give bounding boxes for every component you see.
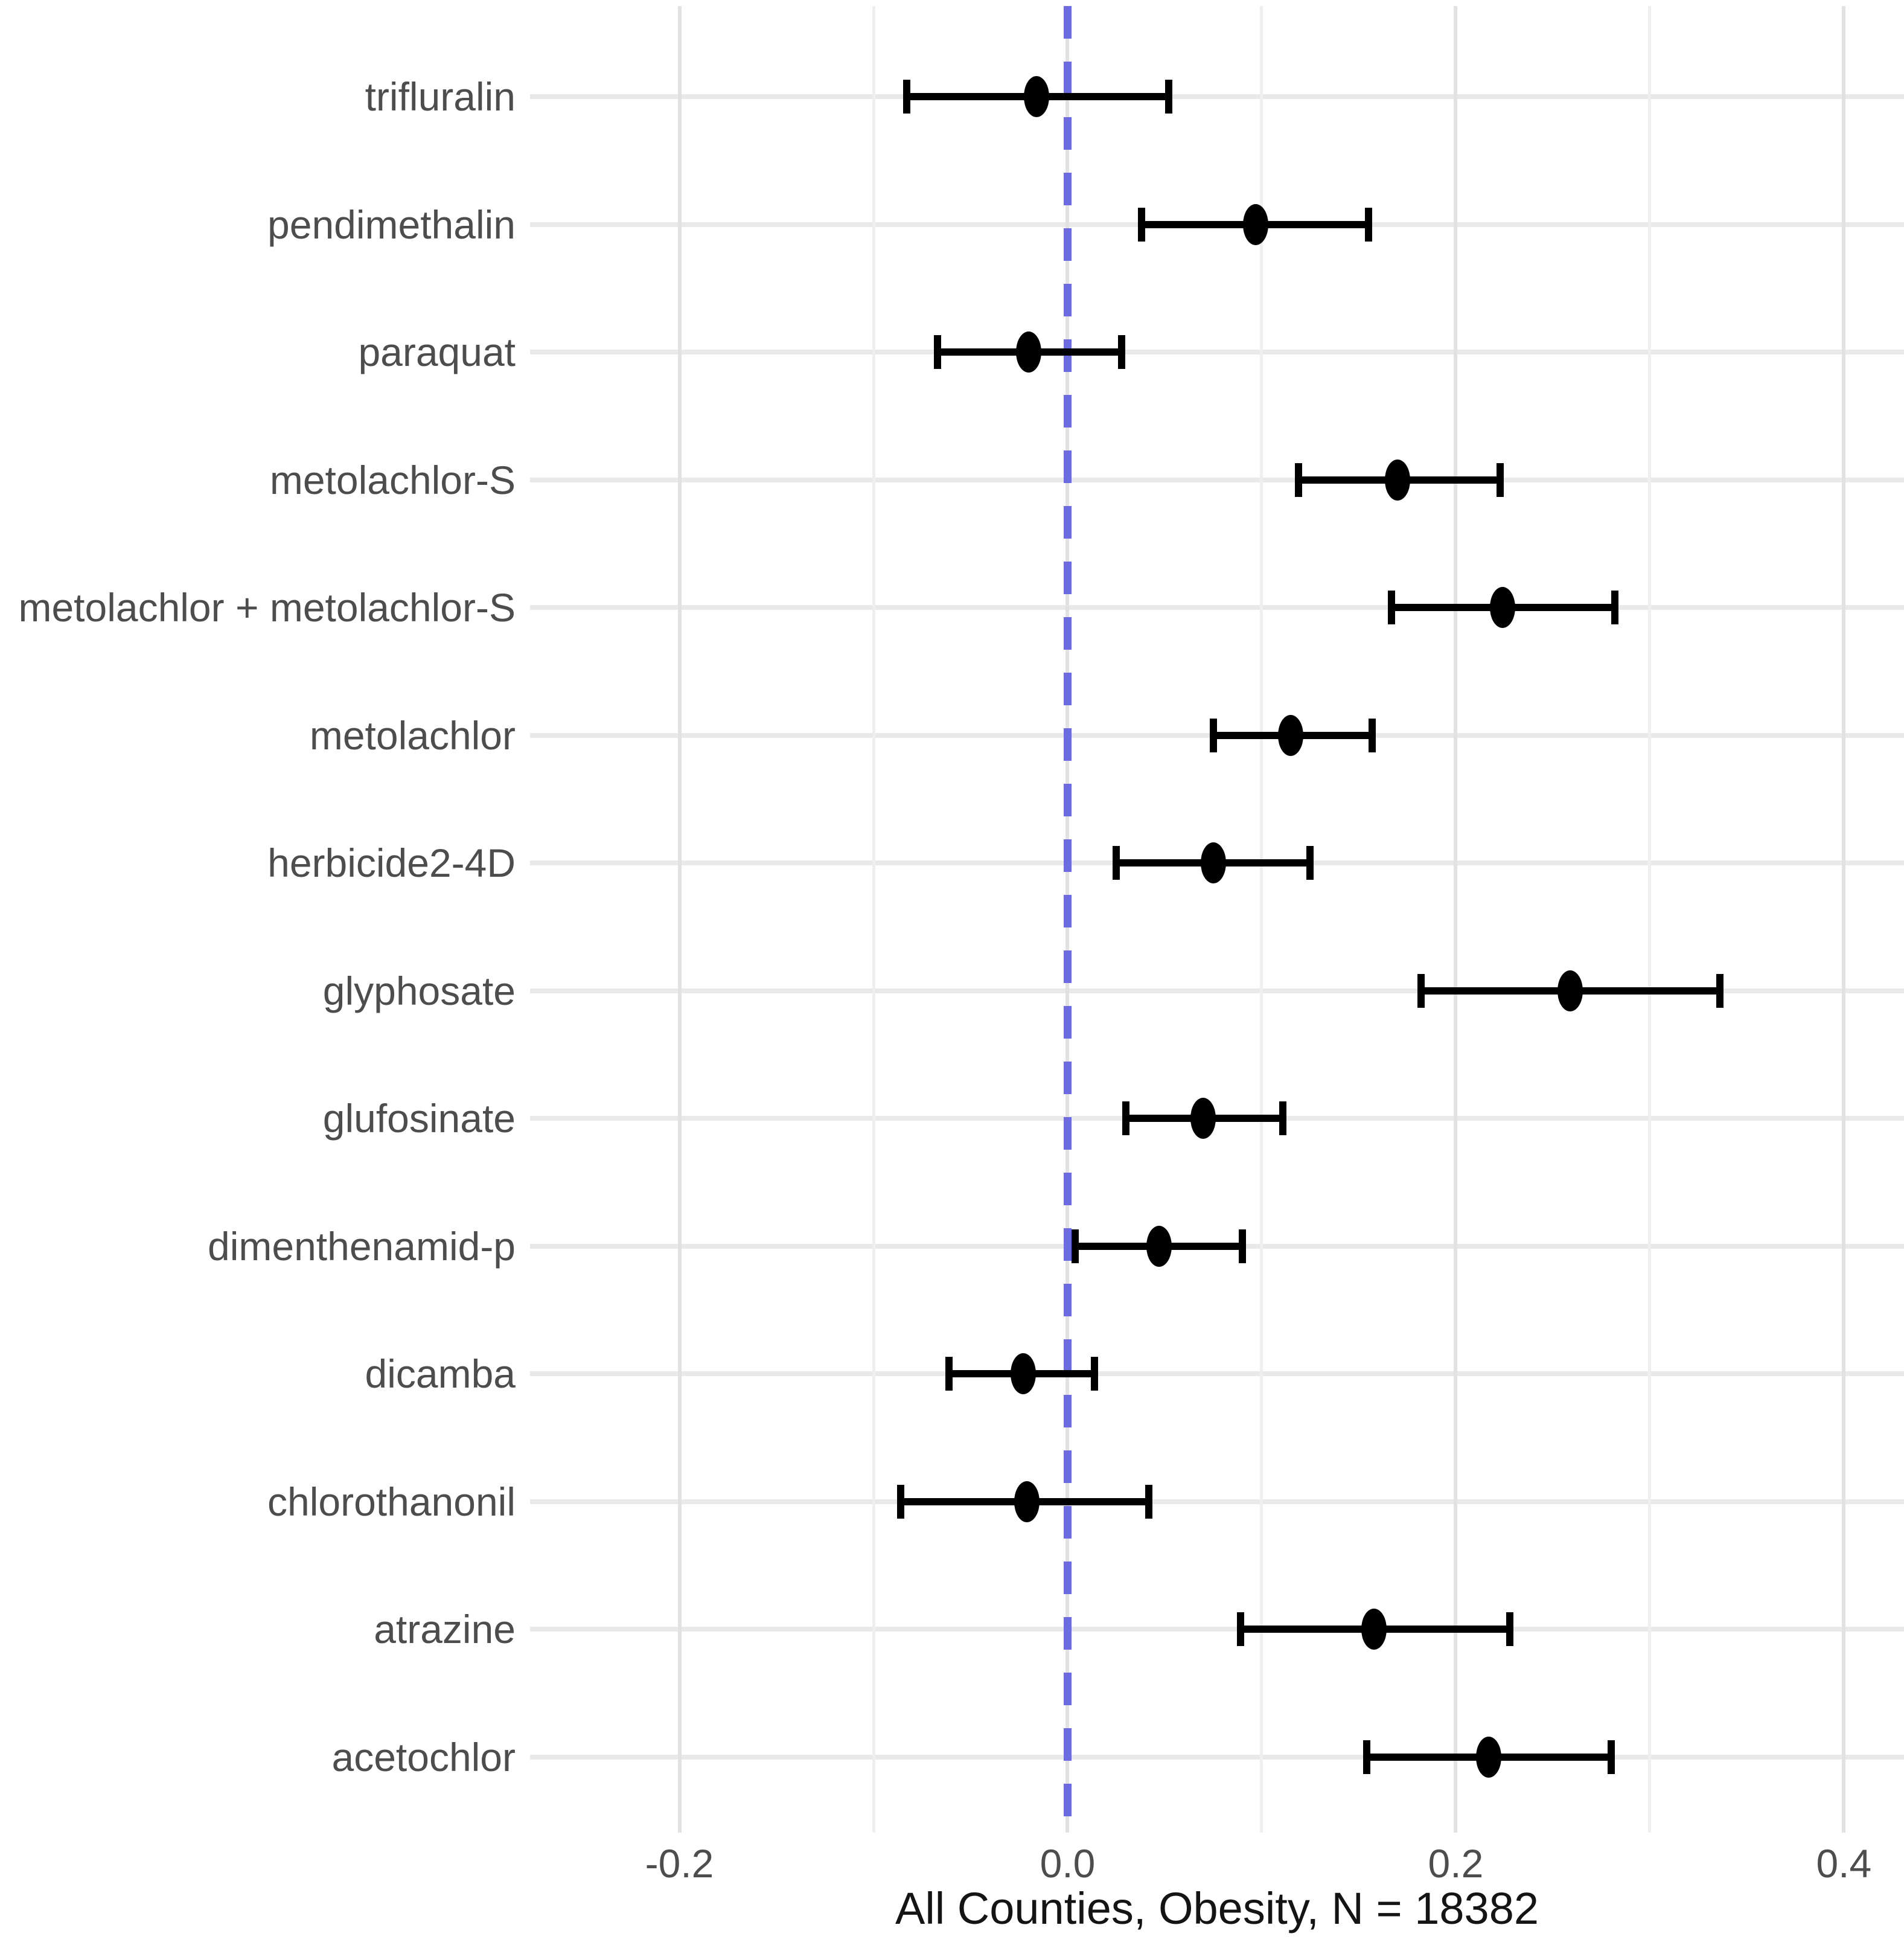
minor-gridline-x <box>1648 6 1652 1833</box>
zero-reference-line <box>1063 6 1072 1833</box>
ci-cap-high-dimenthenamid-p <box>1238 1229 1246 1263</box>
major-gridline-x <box>1842 6 1846 1833</box>
y-axis-label-paraquat: paraquat <box>358 330 516 374</box>
ci-cap-low-trifluralin <box>902 80 910 114</box>
ci-cap-high-chlorothanonil <box>1145 1484 1153 1519</box>
ci-cap-low-dicamba <box>945 1357 953 1391</box>
row-gridline-atrazine <box>530 1627 1904 1632</box>
y-axis-label-pendimethalin: pendimethalin <box>267 202 516 247</box>
y-axis-label-atrazine: atrazine <box>374 1607 516 1651</box>
point-estimate-herbicide2-4d <box>1200 842 1226 883</box>
ci-cap-low-atrazine <box>1236 1612 1244 1646</box>
ci-cap-low-metolachlor <box>1209 718 1217 752</box>
ci-cap-high-paraquat <box>1118 335 1126 369</box>
point-estimate-glyphosate <box>1557 970 1583 1011</box>
ci-cap-high-metolachlor <box>1369 718 1376 752</box>
ci-cap-low-chlorothanonil <box>897 1484 904 1519</box>
major-gridline-x <box>677 6 682 1833</box>
y-axis-label-chlorothanonil: chlorothanonil <box>267 1479 516 1524</box>
row-gridline-acetochlor <box>530 1754 1904 1760</box>
major-gridline-x <box>1454 6 1458 1833</box>
ci-cap-high-glyphosate <box>1716 973 1724 1008</box>
point-estimate-chlorothanonil <box>1014 1481 1040 1522</box>
ci-cap-low-herbicide2-4d <box>1112 846 1120 880</box>
minor-gridline-x <box>872 6 875 1833</box>
x-tick-label: 0.2 <box>1428 1841 1484 1886</box>
point-estimate-paraquat <box>1016 332 1042 373</box>
ci-cap-low-metolachlor-s <box>1295 463 1303 497</box>
ci-cap-low-pendimethalin <box>1137 207 1145 242</box>
ci-cap-high-trifluralin <box>1164 80 1172 114</box>
ci-cap-high-metolachlor-metolachlor-s <box>1611 591 1618 624</box>
y-axis-label-dimenthenamid-p: dimenthenamid-p <box>208 1223 516 1269</box>
point-estimate-glufosinate <box>1190 1098 1216 1139</box>
point-estimate-metolachlor <box>1278 714 1304 756</box>
ci-cap-high-atrazine <box>1506 1612 1514 1646</box>
point-estimate-metolachlor-metolachlor-s <box>1489 587 1515 628</box>
x-tick-label: 0.0 <box>1040 1841 1096 1886</box>
point-estimate-metolachlor-s <box>1384 459 1410 501</box>
ci-cap-high-dicamba <box>1091 1357 1099 1391</box>
y-axis-label-metolachlor-s: metolachlor-S <box>269 457 516 502</box>
ci-cap-low-glufosinate <box>1122 1101 1129 1135</box>
x-axis-title: All Counties, Obesity, N = 18382 <box>895 1883 1539 1933</box>
x-tick-label: -0.2 <box>645 1841 714 1886</box>
x-tick-label: 0.4 <box>1816 1841 1872 1886</box>
point-estimate-atrazine <box>1361 1609 1387 1650</box>
row-gridline-chlorothanonil <box>530 1499 1904 1504</box>
y-axis-label-trifluralin: trifluralin <box>365 74 516 119</box>
point-estimate-acetochlor <box>1476 1736 1502 1778</box>
ci-cap-low-dimenthenamid-p <box>1072 1229 1079 1263</box>
ci-cap-high-herbicide2-4d <box>1306 846 1314 880</box>
point-estimate-pendimethalin <box>1243 203 1269 245</box>
ci-cap-low-metolachlor-metolachlor-s <box>1388 591 1396 624</box>
ci-cap-high-metolachlor-s <box>1497 463 1504 497</box>
point-estimate-dicamba <box>1010 1353 1036 1394</box>
ci-cap-high-pendimethalin <box>1364 207 1372 242</box>
y-axis-label-metolachlor-metolachlor-s: metolachlor + metolachlor-S <box>18 585 516 630</box>
y-axis-label-acetochlor: acetochlor <box>331 1734 516 1779</box>
y-axis-label-glufosinate: glufosinate <box>322 1096 516 1141</box>
y-axis-label-herbicide2-4d: herbicide2-4D <box>267 841 516 885</box>
point-estimate-dimenthenamid-p <box>1146 1225 1172 1267</box>
minor-gridline-x <box>1260 6 1263 1833</box>
y-axis-label-dicamba: dicamba <box>365 1351 516 1396</box>
row-gridline-dicamba <box>530 1371 1904 1376</box>
y-axis-label-metolachlor: metolachlor <box>309 713 516 758</box>
row-gridline-paraquat <box>530 350 1904 354</box>
ci-cap-low-acetochlor <box>1363 1740 1370 1774</box>
row-gridline-glyphosate <box>530 988 1904 993</box>
ci-cap-high-acetochlor <box>1607 1740 1615 1774</box>
y-axis-label-glyphosate: glyphosate <box>322 968 516 1013</box>
row-gridline-metolachlor-metolachlor-s <box>530 605 1904 610</box>
row-gridline-metolachlor-s <box>530 477 1904 482</box>
ci-cap-high-glufosinate <box>1279 1101 1287 1135</box>
ci-cap-low-paraquat <box>934 335 942 369</box>
ci-cap-low-glyphosate <box>1417 973 1425 1008</box>
row-gridline-trifluralin <box>530 94 1904 99</box>
point-estimate-trifluralin <box>1024 76 1050 117</box>
